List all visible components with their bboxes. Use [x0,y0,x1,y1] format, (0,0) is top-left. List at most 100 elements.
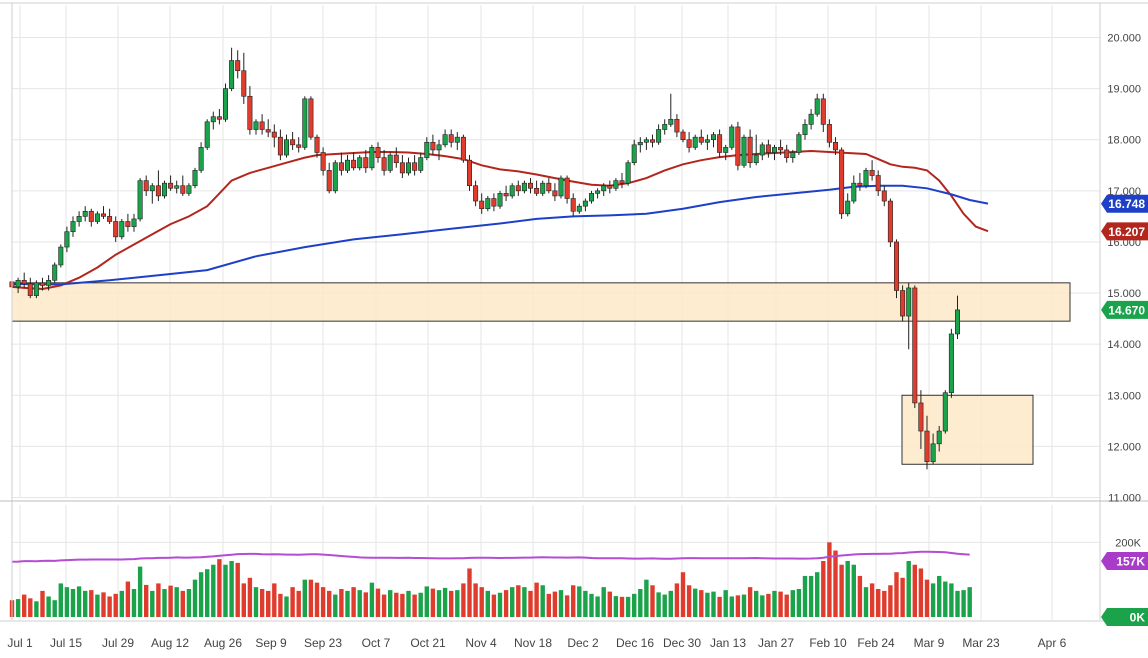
candle-body [698,136,704,143]
date-tick-label: Feb 24 [857,636,895,650]
volume-bar [552,591,558,617]
candle-body [570,198,576,212]
candle-body [137,180,143,220]
candle-body [235,60,241,72]
candle-body [88,210,94,222]
candle [229,47,235,92]
volume-bar [723,590,728,617]
volume-bar [205,569,210,617]
volume-bar [168,585,173,617]
volume-bar [467,568,472,617]
volume-bar [400,593,405,617]
volume-bar [650,585,655,617]
candle-body [143,180,149,192]
candle [113,216,119,242]
volume-bar [394,592,399,617]
candle-body [351,159,357,169]
volume-bar [131,589,137,617]
candle-body [271,131,277,138]
candle-body [210,116,216,123]
candle [893,239,899,299]
candle-body [649,139,655,143]
volume-bar [754,590,759,617]
candle-body [863,170,869,187]
candle-body [46,279,52,286]
candle [918,390,924,449]
candle [357,155,363,171]
volume-bar [589,593,594,617]
candle-body [576,205,582,212]
candle-body [582,200,588,207]
volume-bar [223,564,228,617]
volume-bar [186,589,192,617]
candle-body [314,136,320,153]
candle [924,415,930,470]
candle-body [857,182,863,187]
candle-body [753,154,759,164]
candle [271,124,277,148]
candle-body [473,185,479,202]
candle [826,119,832,148]
candle-body [399,162,405,174]
volume-bar [272,583,277,617]
volume-bar [424,586,429,617]
date-tick-label: Nov 18 [514,636,552,650]
candle-body [448,134,454,143]
candle [381,149,387,176]
volume-bar [943,581,948,617]
volume-bar [137,566,143,617]
candle [387,152,393,173]
volume-bar [412,594,417,617]
date-tick-label: Sep 9 [255,636,287,650]
candle [851,175,857,204]
candle [723,144,729,161]
candle [430,134,436,156]
candle-body [686,139,692,148]
volume-bar [699,590,704,617]
candle-body [229,60,235,89]
candle-body [186,185,192,194]
candle-body [162,182,168,197]
candle-body [808,113,814,125]
date-tick-label: Sep 23 [304,636,342,650]
candle [399,155,405,179]
volume-bar [839,564,844,617]
candle-body [796,134,802,153]
candle [320,147,326,176]
volume-bar [583,590,588,617]
volume-bar [290,587,295,617]
candle [326,162,332,194]
candle-body [180,185,186,194]
volume-bar [278,593,283,617]
date-tick-label: Jan 27 [758,636,794,650]
candle [131,213,137,232]
candle [875,170,881,196]
candle-body [747,136,753,164]
candle-body [412,162,418,171]
candle [759,142,765,161]
volume-bar [70,589,76,617]
candle [216,109,222,125]
candle-body [832,141,838,151]
candle [881,185,887,207]
candle [863,167,869,189]
volume-tag-background [1101,552,1148,570]
candle [76,211,82,227]
candle-body [595,190,601,194]
candle [808,109,814,130]
volume-bar [40,590,45,617]
volume-bar [778,591,783,617]
volume-bar [601,587,606,617]
candle [546,178,552,194]
candle [363,149,369,173]
candle-body [393,154,399,164]
candle-body [784,149,790,158]
volume-bar [125,581,131,617]
volume-bar [388,590,393,617]
volume-bar [406,590,411,617]
candle [741,134,747,168]
volume-bar [314,582,320,617]
candle-body [558,177,564,197]
volume-bar [955,590,960,617]
price-tag-text: 14.670 [1108,303,1145,317]
